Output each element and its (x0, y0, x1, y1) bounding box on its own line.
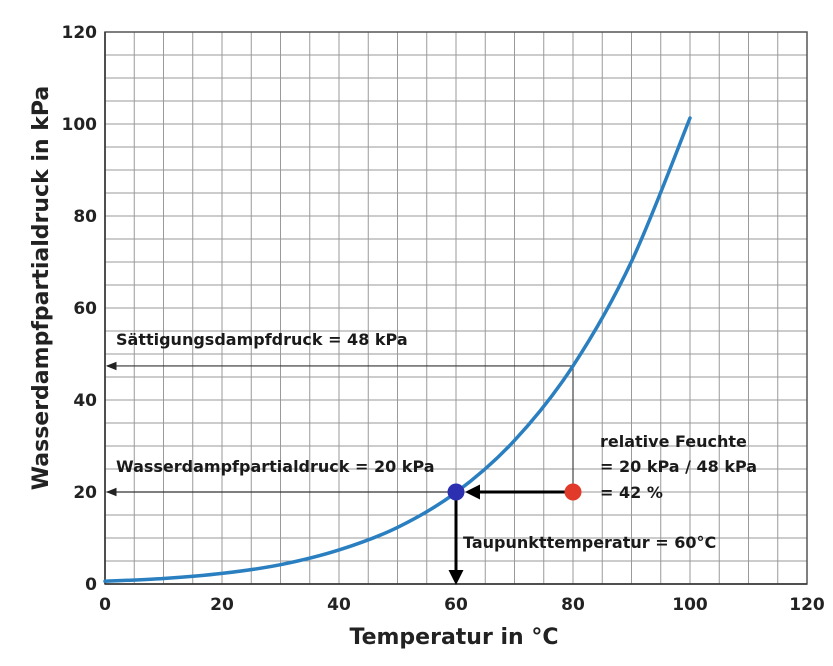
relative-humidity-label-1: relative Feuchte (600, 432, 747, 451)
x-tick-label: 120 (789, 595, 825, 615)
x-tick-label: 60 (444, 595, 468, 615)
x-tick-label: 40 (327, 595, 351, 615)
relative-humidity-label-2: = 20 kPa / 48 kPa (600, 457, 757, 476)
y-tick-label: 100 (62, 115, 98, 135)
tick-labels: 0 20 40 60 80 100 120 0 20 40 60 80 100 120 (62, 23, 825, 615)
x-tick-label: 0 (99, 595, 111, 615)
y-tick-label: 60 (73, 299, 97, 319)
red-point (564, 483, 582, 501)
dewpoint-label: Taupunkttemperatur = 60°C (463, 533, 716, 552)
y-tick-label: 20 (73, 483, 97, 503)
y-tick-label: 80 (73, 207, 97, 227)
y-tick-label: 0 (85, 575, 97, 595)
x-axis-title: Temperatur in °C (350, 625, 559, 650)
y-tick-label: 120 (62, 23, 98, 43)
series-group (103, 116, 692, 583)
saturation-label: Sättigungsdampfdruck = 48 kPa (116, 330, 408, 349)
points-group (447, 483, 582, 501)
y-tick-label: 40 (73, 391, 97, 411)
saturation-curve (103, 116, 692, 583)
y-axis-title: Wasserdampfpartialdruck in kPa (29, 86, 54, 490)
blue-point (447, 483, 465, 501)
guide-lines (105, 361, 574, 585)
x-tick-label: 100 (672, 595, 708, 615)
annotations: Sättigungsdampfdruck = 48 kPa Wasserdamp… (116, 330, 757, 552)
relative-humidity-label-3: = 42 % (600, 483, 663, 502)
x-tick-label: 20 (210, 595, 234, 615)
partial-pressure-label: Wasserdampfpartialdruck = 20 kPa (116, 457, 435, 476)
x-tick-label: 80 (561, 595, 585, 615)
